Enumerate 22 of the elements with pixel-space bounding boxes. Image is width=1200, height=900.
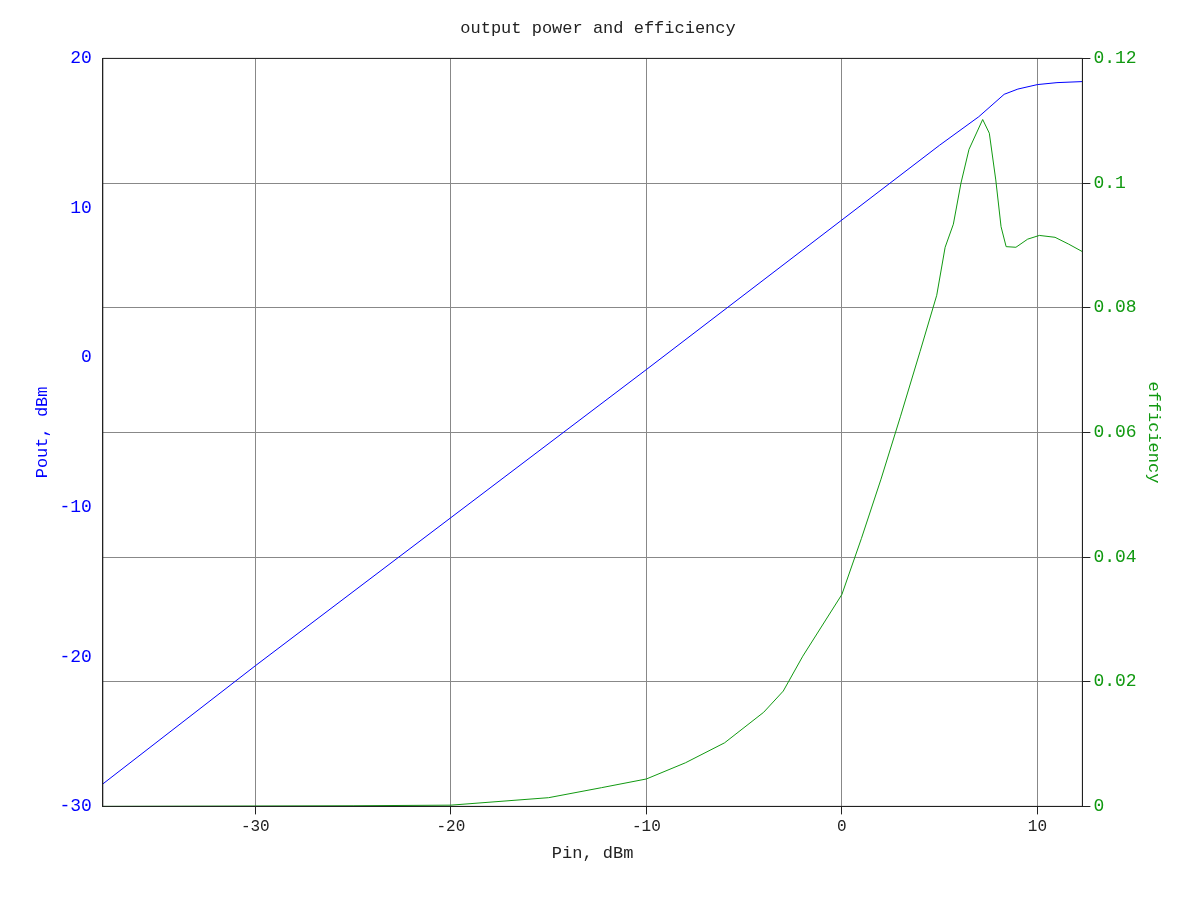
y-tick-label: -30 — [59, 796, 92, 817]
x-tick-label: -30 — [240, 818, 270, 837]
y2-tick-label: 0.02 — [1093, 671, 1137, 692]
x-tick-label: 10 — [1027, 818, 1048, 837]
y-tick-label: 20 — [70, 48, 92, 69]
y2-axis-title: efficiency — [1144, 381, 1164, 484]
x-tick-label: -20 — [436, 818, 466, 837]
chart-title: output power and efficiency — [460, 18, 736, 38]
y2-tick-label: 0.1 — [1093, 172, 1126, 193]
y2-tick-label: 0.06 — [1093, 422, 1137, 443]
y2-tick-label: 0.12 — [1093, 48, 1137, 69]
y-tick-label: 0 — [80, 347, 92, 368]
y-tick-label: 10 — [70, 197, 92, 218]
y2-tick-label: 0.04 — [1093, 546, 1137, 567]
y2-tick-label: 0.08 — [1093, 297, 1137, 318]
x-tick-label: -10 — [631, 818, 661, 837]
y2-tick-label: 0 — [1093, 796, 1105, 817]
x-axis-title: Pin, dBm — [551, 844, 634, 864]
x-tick-label: 0 — [837, 818, 847, 837]
y-axis-title: Pout, dBm — [32, 386, 52, 479]
y-tick-label: -20 — [59, 646, 92, 667]
y-tick-label: -10 — [59, 496, 92, 517]
